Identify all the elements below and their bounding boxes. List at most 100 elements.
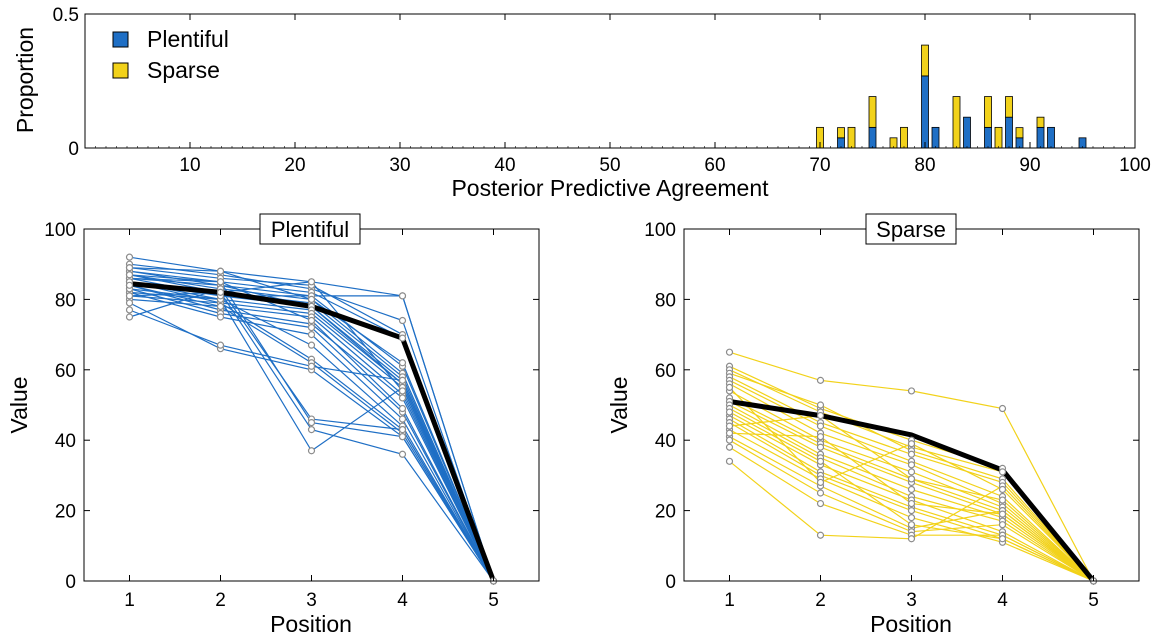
data-point	[398, 426, 407, 434]
data-point	[998, 535, 1007, 543]
data-point	[125, 306, 134, 314]
histogram-y-ticks: 00.5	[53, 5, 1135, 160]
histogram-bars	[816, 44, 1087, 149]
sparse-y-ticks: 0 20 40 60 80 100	[644, 220, 1139, 593]
data-point	[998, 510, 1007, 518]
x-tick-label: 4	[997, 590, 1008, 611]
y-tick-label: 60	[55, 361, 76, 382]
data-point	[816, 401, 825, 409]
x-tick-label: 40	[494, 155, 515, 176]
x-tick-label: 50	[599, 155, 620, 176]
y-tick-label: 0	[68, 139, 79, 160]
y-tick-label: 80	[55, 290, 76, 311]
data-point	[907, 461, 916, 469]
data-point	[998, 404, 1007, 413]
data-point	[307, 323, 316, 332]
histogram-bar-sparse	[837, 127, 845, 139]
x-tick-label: 80	[914, 155, 935, 176]
data-point	[398, 334, 407, 342]
histogram-bar-sparse	[952, 96, 961, 149]
x-tick-label: 2	[215, 590, 226, 611]
data-point	[725, 443, 734, 451]
data-point	[125, 313, 134, 321]
data-point	[907, 499, 916, 508]
mean-line	[729, 399, 1096, 583]
sparse-mean-line	[729, 399, 1096, 583]
x-tick-label: 3	[306, 590, 317, 611]
data-point	[725, 422, 734, 430]
data-point	[398, 292, 407, 300]
sparse-line-panel: 1 2 3 4 5 0 20 40 60 80 100 Sparse Position Value	[606, 213, 1140, 637]
histogram-bar-sparse	[1036, 116, 1045, 128]
legend-swatch-sparse	[112, 62, 129, 79]
data-point	[998, 496, 1007, 504]
histogram-bar-sparse	[921, 44, 929, 77]
data-point	[216, 302, 225, 311]
data-point	[816, 478, 825, 487]
data-point	[307, 362, 316, 370]
data-point	[307, 426, 316, 434]
y-tick-label: 0	[665, 572, 676, 593]
data-point	[307, 316, 316, 325]
data-point	[398, 415, 407, 423]
histogram-bar-plentiful	[1005, 116, 1013, 149]
histogram-bar-sparse	[1015, 127, 1024, 139]
data-point	[725, 348, 734, 356]
data-point	[398, 394, 407, 402]
y-tick-label: 20	[55, 502, 76, 523]
data-point	[907, 475, 916, 483]
y-tick-label: 0	[65, 572, 76, 593]
y-tick-label: 80	[655, 290, 676, 311]
data-point	[398, 316, 407, 325]
data-point	[725, 436, 734, 444]
x-tick-label: 70	[809, 155, 830, 176]
data-point	[907, 507, 916, 515]
data-point	[307, 341, 316, 349]
data-point	[907, 387, 916, 395]
x-tick-label: 30	[389, 155, 410, 176]
histogram-bar-plentiful	[868, 126, 877, 149]
x-tick-label: 20	[284, 155, 305, 176]
histogram-bar-sparse	[847, 126, 856, 149]
histogram-bar-plentiful	[931, 126, 940, 149]
x-tick-label: 1	[724, 590, 735, 611]
data-point	[907, 440, 916, 448]
legend-label-sparse: Sparse	[147, 57, 220, 83]
x-tick-label: 3	[906, 590, 917, 611]
y-tick-label: 40	[55, 431, 76, 452]
data-point	[398, 450, 407, 458]
histogram-bar-sparse	[1005, 96, 1013, 118]
histogram-y-label: Proportion	[12, 27, 38, 133]
histogram-x-ticks: 10 20 30 40 50 60 70 80 90 100	[95, 14, 1151, 176]
data-point	[816, 376, 825, 384]
data-point	[998, 468, 1007, 476]
x-tick-label: 1	[124, 590, 135, 611]
legend-swatch-plentiful	[112, 31, 129, 48]
data-point	[307, 331, 316, 339]
y-tick-label: 60	[655, 361, 676, 382]
data-point	[816, 411, 825, 420]
data-point	[125, 292, 134, 300]
data-point	[216, 313, 225, 321]
x-tick-label: 5	[1088, 590, 1099, 611]
data-point	[907, 521, 916, 529]
sparse-y-label: Value	[606, 376, 632, 433]
data-point	[816, 457, 825, 465]
histogram-x-label: Posterior Predictive Agreement	[451, 175, 769, 201]
data-point	[398, 387, 407, 395]
data-point	[725, 408, 734, 416]
data-point	[907, 535, 916, 543]
data-point	[125, 253, 134, 261]
x-tick-label: 5	[488, 590, 499, 611]
x-tick-label: 10	[179, 155, 200, 176]
data-point	[907, 514, 916, 522]
y-tick-label: 40	[655, 431, 676, 452]
data-point	[307, 419, 316, 427]
histogram-bar-sparse	[984, 96, 992, 128]
y-tick-label: 100	[644, 220, 676, 241]
trajectory-line	[129, 309, 495, 582]
data-point	[125, 281, 134, 289]
histogram-bar-plentiful	[1036, 126, 1045, 149]
histogram-bar-sparse	[994, 126, 1003, 149]
